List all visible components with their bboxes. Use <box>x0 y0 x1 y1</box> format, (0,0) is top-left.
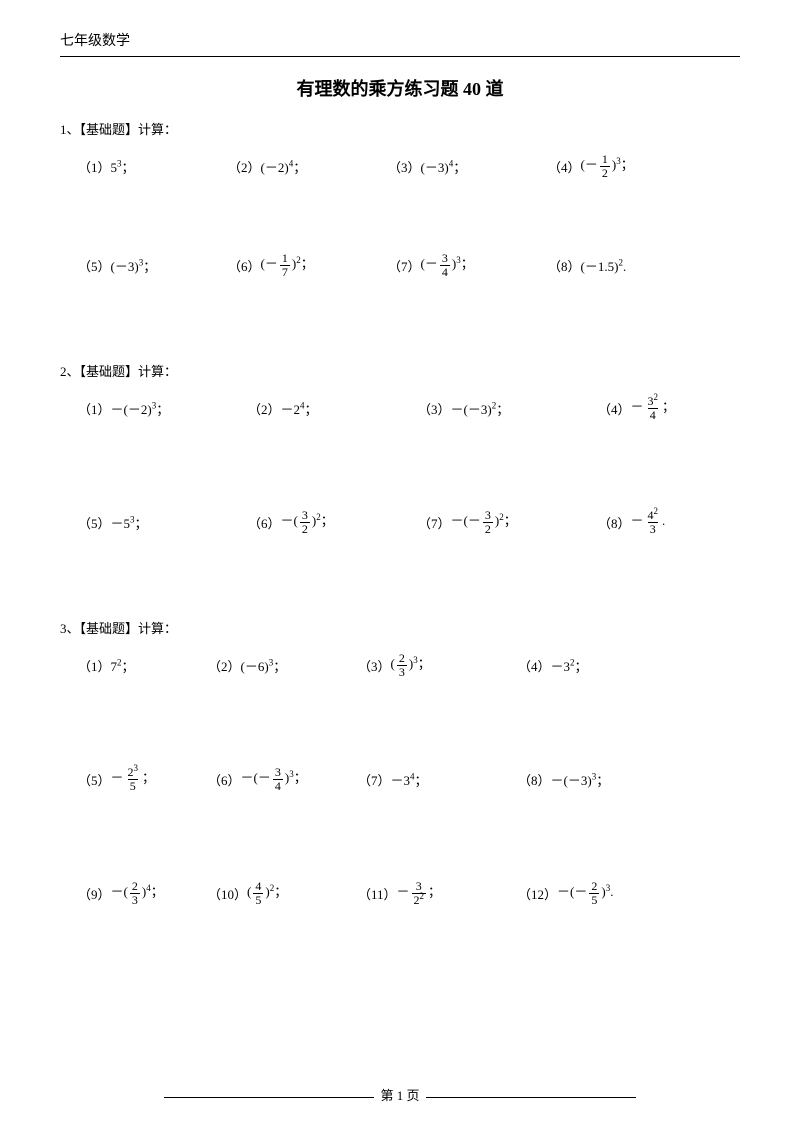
q-2-6: （6）－(32)2； <box>248 504 418 540</box>
q-2-3: （3）－(－3)2； <box>418 390 598 426</box>
q-3-8: （8）－(－3)3； <box>518 761 740 797</box>
section-3-heading: 3、【基础题】计算： <box>60 618 740 637</box>
page-number: 第 1 页 <box>380 1088 419 1103</box>
q-3-5: （5）－235； <box>78 761 208 797</box>
q-1-8: （8）(－1.5)2. <box>548 247 740 283</box>
q-3-3: （3）(23)3； <box>358 647 518 683</box>
page-title: 有理数的乘方练习题 40 道 <box>60 75 740 101</box>
section-1-row-2: （5）(－3)3； （6）(－17)2； （7）(－34)3； （8）(－1.5… <box>60 247 740 283</box>
q-1-7: （7）(－34)3； <box>388 247 548 283</box>
section-2-heading: 2、【基础题】计算： <box>60 361 740 380</box>
q-2-1: （1）－(－2)3； <box>78 390 248 426</box>
section-3-row-1: （1）72； （2）(－6)3； （3）(23)3； （4）－32； <box>60 647 740 683</box>
section-1-row-1: （1）53； （2）(－2)4； （3）(－3)4； （4）(－12)3； <box>60 148 740 184</box>
section-2-row-1: （1）－(－2)3； （2）－24； （3）－(－3)2； （4）－324； <box>60 390 740 426</box>
q-3-10: （10）(45)2； <box>208 875 358 911</box>
q-1-4: （4）(－12)3； <box>548 148 740 184</box>
q-1-3: （3）(－3)4； <box>388 148 548 184</box>
q-3-12: （12）－(－25)3. <box>518 875 740 911</box>
section-1-heading: 1、【基础题】计算： <box>60 119 740 138</box>
q-1-1: （1）53； <box>78 148 228 184</box>
q-3-7: （7）－34； <box>358 761 518 797</box>
page-footer: 第 1 页 <box>0 1085 800 1104</box>
q-3-11: （11）－322； <box>358 875 518 911</box>
section-2-row-2: （5）－53； （6）－(32)2； （7）－(－32)2； （8）－423. <box>60 504 740 540</box>
q-1-6: （6）(－17)2； <box>228 247 388 283</box>
q-3-9: （9）－(23)4； <box>78 875 208 911</box>
q-2-7: （7）－(－32)2； <box>418 504 598 540</box>
q-2-8: （8）－423. <box>598 504 740 540</box>
q-1-2: （2）(－2)4； <box>228 148 388 184</box>
section-3-row-2: （5）－235； （6）－(－34)3； （7）－34； （8）－(－3)3； <box>60 761 740 797</box>
q-2-4: （4）－324； <box>598 390 740 426</box>
q-3-4: （4）－32； <box>518 647 740 683</box>
q-1-5: （5）(－3)3； <box>78 247 228 283</box>
q-3-2: （2）(－6)3； <box>208 647 358 683</box>
q-2-2: （2）－24； <box>248 390 418 426</box>
section-3-row-3: （9）－(23)4； （10）(45)2； （11）－322； （12）－(－2… <box>60 875 740 911</box>
q-2-5: （5）－53； <box>78 504 248 540</box>
q-3-1: （1）72； <box>78 647 208 683</box>
page-header: 七年级数学 <box>60 30 740 57</box>
q-3-6: （6）－(－34)3； <box>208 761 358 797</box>
